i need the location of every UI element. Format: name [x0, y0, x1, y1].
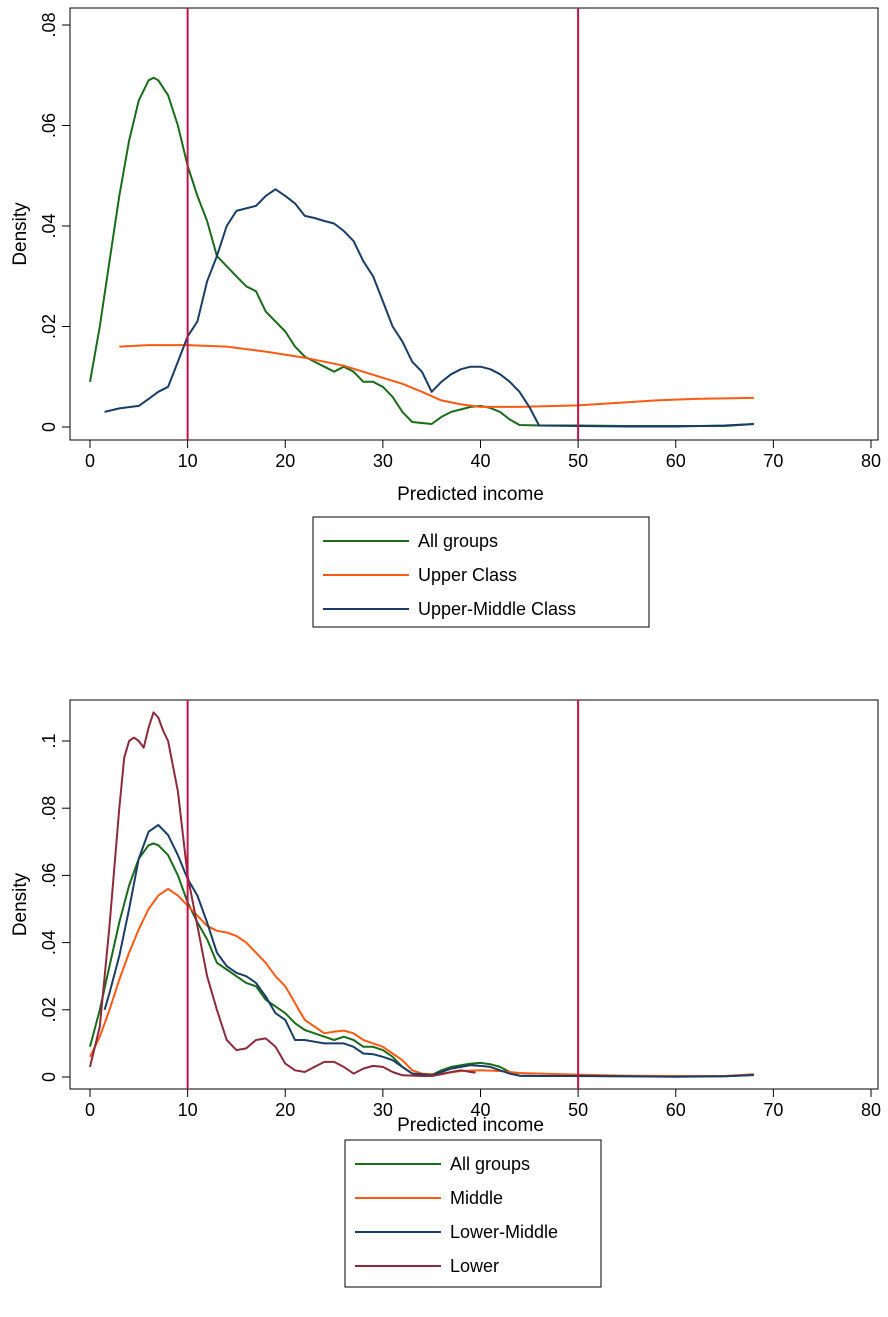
- series-line-middle: [89, 887, 754, 1077]
- y-tick-label: .02: [39, 997, 59, 1022]
- plot-frame: [69, 7, 879, 441]
- x-tick-label: 80: [861, 1100, 881, 1120]
- y-tick-label: .08: [39, 796, 59, 821]
- series-line-upper-class: [119, 344, 754, 408]
- x-tick-label: 70: [763, 1100, 783, 1120]
- y-axis-title: Density: [10, 202, 31, 266]
- x-tick-label: 50: [568, 451, 588, 471]
- x-tick-label: 60: [666, 1100, 686, 1120]
- legend: All groups Middle Lower-Middle Lower: [344, 1139, 602, 1288]
- chart-2: 0 10 20 30 40 50 60 70 80 0 .02 .04 .06 .08 .1 Predicte…: [10, 699, 881, 1288]
- series-line-lower: [89, 711, 476, 1077]
- y-tick-label: .08: [39, 12, 59, 37]
- x-tick-label: 0: [85, 451, 95, 471]
- plot-frame: [69, 699, 879, 1090]
- legend-label: Upper-Middle Class: [418, 599, 576, 619]
- x-tick-label: 30: [373, 451, 393, 471]
- legend: All groups Upper Class Upper-Middle Class: [312, 516, 650, 628]
- x-axis-title: Predicted income: [397, 484, 544, 505]
- x-tick-label: 10: [178, 1100, 198, 1120]
- y-tick-label: .02: [39, 314, 59, 339]
- x-tick-label: 40: [470, 1100, 490, 1120]
- series-line-upper-middle-class: [104, 188, 754, 428]
- y-axis-title: Density: [10, 872, 31, 936]
- x-tick-label: 10: [178, 451, 198, 471]
- series-line-all-groups: [89, 842, 754, 1078]
- legend-label: All groups: [418, 531, 498, 551]
- y-tick-label: .1: [39, 733, 59, 748]
- series-line-all-groups: [89, 76, 754, 427]
- y-tick-label: .06: [39, 863, 59, 888]
- y-tick-label: 0: [39, 422, 59, 432]
- legend-label: All groups: [450, 1154, 530, 1174]
- x-tick-label: 40: [470, 451, 490, 471]
- y-tick-label: .06: [39, 113, 59, 138]
- x-tick-label: 20: [275, 451, 295, 471]
- legend-label: Lower-Middle: [450, 1222, 558, 1242]
- x-tick-label: 70: [763, 451, 783, 471]
- legend-label: Middle: [450, 1188, 503, 1208]
- x-tick-label: 20: [275, 1100, 295, 1120]
- chart-1: 0 10 20 30 40 50 60 70 80 0 .02 .04 .06 .08 Predicted …: [10, 7, 881, 628]
- y-tick-label: .04: [39, 930, 59, 955]
- legend-label: Lower: [450, 1256, 499, 1276]
- y-tick-label: .04: [39, 213, 59, 238]
- x-tick-label: 80: [861, 451, 881, 471]
- x-tick-label: 0: [85, 1100, 95, 1120]
- x-axis-title: Predicted income: [397, 1115, 544, 1136]
- x-tick-label: 30: [373, 1100, 393, 1120]
- y-tick-label: 0: [39, 1072, 59, 1082]
- legend-label: Upper Class: [418, 565, 517, 585]
- series-line-lower-middle: [103, 824, 754, 1078]
- x-tick-label: 50: [568, 1100, 588, 1120]
- x-tick-label: 60: [666, 451, 686, 471]
